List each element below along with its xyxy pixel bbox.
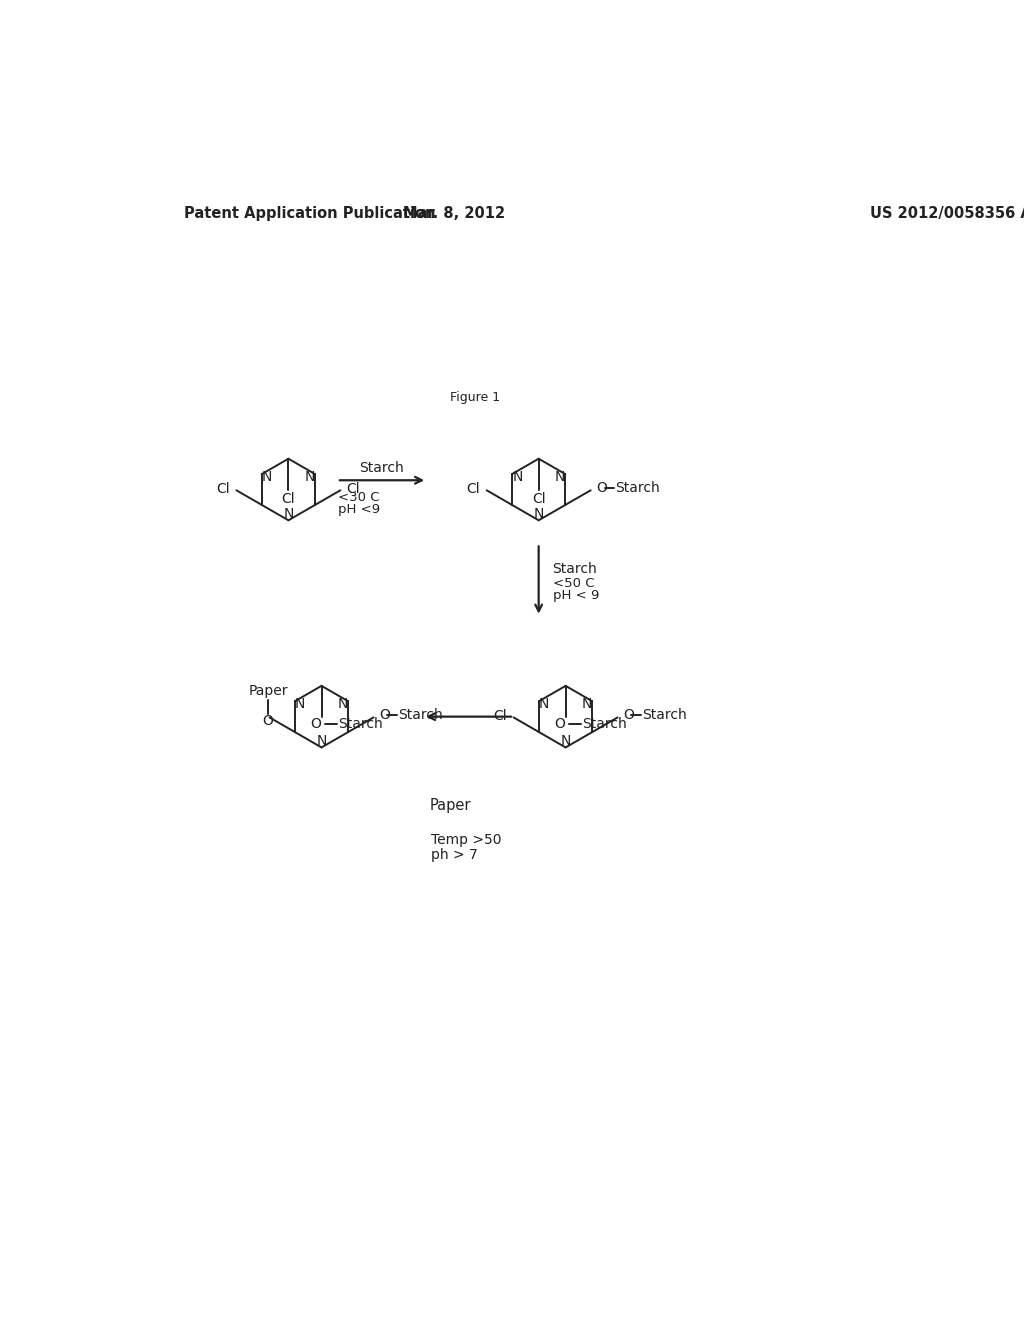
Text: Starch: Starch	[615, 480, 660, 495]
Text: N: N	[539, 697, 550, 711]
Text: <30 C: <30 C	[339, 491, 380, 504]
Text: Figure 1: Figure 1	[451, 391, 501, 404]
Text: <50 C: <50 C	[553, 577, 594, 590]
Text: Starch: Starch	[642, 708, 687, 722]
Text: Cl: Cl	[347, 482, 360, 496]
Text: Cl: Cl	[494, 709, 507, 723]
Text: ph > 7: ph > 7	[431, 849, 477, 862]
Text: Cl: Cl	[467, 482, 480, 496]
Text: Starch: Starch	[583, 717, 628, 731]
Text: Patent Application Publication: Patent Application Publication	[184, 206, 436, 222]
Text: US 2012/0058356 A1: US 2012/0058356 A1	[869, 206, 1024, 222]
Text: Starch: Starch	[339, 717, 383, 731]
Text: N: N	[560, 734, 570, 748]
Text: N: N	[262, 470, 272, 484]
Text: pH <9: pH <9	[339, 503, 381, 516]
Text: Paper: Paper	[429, 797, 471, 813]
Text: O: O	[596, 480, 607, 495]
Text: N: N	[534, 507, 544, 521]
Text: N: N	[338, 697, 348, 711]
Text: O: O	[310, 717, 321, 731]
Text: N: N	[316, 734, 327, 748]
Text: N: N	[295, 697, 305, 711]
Text: Cl: Cl	[216, 482, 230, 496]
Text: N: N	[512, 470, 522, 484]
Text: O: O	[623, 708, 634, 722]
Text: O: O	[554, 717, 565, 731]
Text: Temp >50: Temp >50	[431, 833, 502, 847]
Text: Starch: Starch	[553, 562, 597, 577]
Text: Cl: Cl	[282, 492, 295, 506]
Text: pH < 9: pH < 9	[553, 589, 599, 602]
Text: Cl: Cl	[531, 492, 546, 506]
Text: N: N	[304, 470, 315, 484]
Text: Starch: Starch	[398, 708, 443, 722]
Text: N: N	[555, 470, 565, 484]
Text: N: N	[582, 697, 592, 711]
Text: O: O	[262, 714, 273, 729]
Text: O: O	[379, 708, 390, 722]
Text: Mar. 8, 2012: Mar. 8, 2012	[402, 206, 505, 222]
Text: Paper: Paper	[248, 684, 288, 698]
Text: N: N	[284, 507, 294, 521]
Text: Starch: Starch	[359, 461, 404, 475]
